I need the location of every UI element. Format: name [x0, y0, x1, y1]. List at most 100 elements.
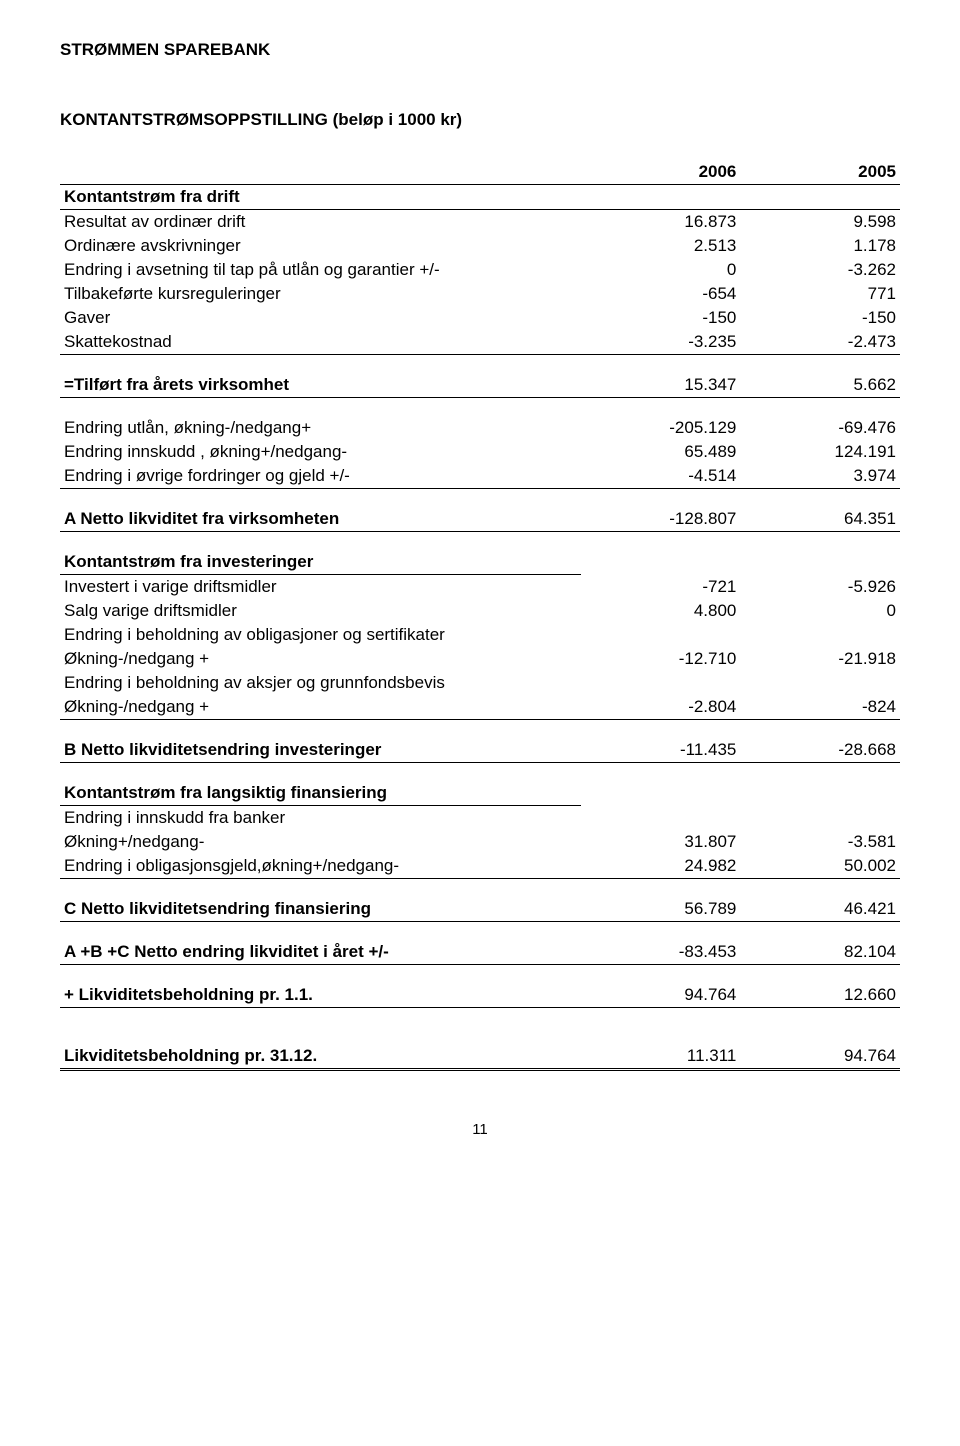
table-row: Skattekostnad-3.235-2.473	[60, 330, 900, 355]
row-val: 15.347	[581, 373, 741, 398]
row-label: Økning-/nedgang +	[60, 695, 581, 720]
row-val: 2.513	[581, 234, 741, 258]
page-number: 11	[60, 1121, 900, 1138]
row-val: -4.514	[581, 464, 741, 489]
row-val: 31.807	[581, 830, 741, 854]
section-label: Kontantstrøm fra drift	[60, 185, 581, 210]
row-val	[740, 806, 900, 831]
report-title: KONTANTSTRØMSOPPSTILLING (beløp i 1000 k…	[60, 110, 900, 130]
row-label: A +B +C Netto endring likviditet i året …	[60, 940, 581, 965]
table-row: Økning-/nedgang +-2.804-824	[60, 695, 900, 720]
row-val: -2.473	[740, 330, 900, 355]
row-label: =Tilført fra årets virksomhet	[60, 373, 581, 398]
section-header-finance: Kontantstrøm fra langsiktig finansiering	[60, 781, 900, 806]
row-val: 16.873	[581, 210, 741, 235]
row-val: -654	[581, 282, 741, 306]
table-row: Økning+/nedgang-31.807-3.581	[60, 830, 900, 854]
row-val: 5.662	[740, 373, 900, 398]
cashflow-table: 2006 2005 Kontantstrøm fra drift Resulta…	[60, 160, 900, 1071]
row-val: -150	[740, 306, 900, 330]
row-val: -128.807	[581, 507, 741, 532]
row-label: Skattekostnad	[60, 330, 581, 355]
table-row: Tilbakeførte kursreguleringer-654771	[60, 282, 900, 306]
row-label: Likviditetsbeholdning pr. 31.12.	[60, 1044, 581, 1070]
row-label: Endring i obligasjonsgjeld,økning+/nedga…	[60, 854, 581, 879]
row-val	[581, 671, 741, 695]
section-label: Kontantstrøm fra investeringer	[60, 550, 581, 575]
row-val: -3.581	[740, 830, 900, 854]
row-val: -3.262	[740, 258, 900, 282]
row-val: 65.489	[581, 440, 741, 464]
row-label: Økning-/nedgang +	[60, 647, 581, 671]
row-val: 94.764	[740, 1044, 900, 1070]
row-label: Tilbakeførte kursreguleringer	[60, 282, 581, 306]
row-val	[740, 671, 900, 695]
row-val: -721	[581, 575, 741, 600]
row-label: Endring i beholdning av obligasjoner og …	[60, 623, 581, 647]
closing-balance-row: Likviditetsbeholdning pr. 31.12.11.31194…	[60, 1044, 900, 1070]
row-val: 4.800	[581, 599, 741, 623]
table-row: Endring i beholdning av aksjer og grunnf…	[60, 671, 900, 695]
row-val: 124.191	[740, 440, 900, 464]
row-val: 0	[740, 599, 900, 623]
row-val: 9.598	[740, 210, 900, 235]
col-year-1: 2006	[581, 160, 741, 185]
row-val	[581, 806, 741, 831]
table-row: Resultat av ordinær drift16.8739.598	[60, 210, 900, 235]
row-val: -21.918	[740, 647, 900, 671]
row-val: 50.002	[740, 854, 900, 879]
table-row: Ordinære avskrivninger2.5131.178	[60, 234, 900, 258]
row-label: Gaver	[60, 306, 581, 330]
row-val: -2.804	[581, 695, 741, 720]
row-val	[740, 623, 900, 647]
col-year-2: 2005	[740, 160, 900, 185]
table-row: Endring i avsetning til tap på utlån og …	[60, 258, 900, 282]
row-label: Endring i øvrige fordringer og gjeld +/-	[60, 464, 581, 489]
row-label: Endring i beholdning av aksjer og grunnf…	[60, 671, 581, 695]
table-row: Endring i obligasjonsgjeld,økning+/nedga…	[60, 854, 900, 879]
table-row: Økning-/nedgang +-12.710-21.918	[60, 647, 900, 671]
row-val: 82.104	[740, 940, 900, 965]
section-label: Kontantstrøm fra langsiktig finansiering	[60, 781, 581, 806]
row-label: Endring innskudd , økning+/nedgang-	[60, 440, 581, 464]
row-val: -28.668	[740, 738, 900, 763]
row-val: -205.129	[581, 416, 741, 440]
subtotal-row: =Tilført fra årets virksomhet15.3475.662	[60, 373, 900, 398]
row-val: -83.453	[581, 940, 741, 965]
row-val: 94.764	[581, 983, 741, 1008]
row-val: -5.926	[740, 575, 900, 600]
year-header-row: 2006 2005	[60, 160, 900, 185]
row-val: -3.235	[581, 330, 741, 355]
table-row: Investert i varige driftsmidler-721-5.92…	[60, 575, 900, 600]
row-val: -11.435	[581, 738, 741, 763]
row-label: Ordinære avskrivninger	[60, 234, 581, 258]
table-row: Endring innskudd , økning+/nedgang-65.48…	[60, 440, 900, 464]
row-label: Salg varige driftsmidler	[60, 599, 581, 623]
opening-balance-row: + Likviditetsbeholdning pr. 1.1.94.76412…	[60, 983, 900, 1008]
row-val: 56.789	[581, 897, 741, 922]
row-label: B Netto likviditetsendring investeringer	[60, 738, 581, 763]
row-label: Endring utlån, økning-/nedgang+	[60, 416, 581, 440]
row-val: 11.311	[581, 1044, 741, 1070]
row-val: 771	[740, 282, 900, 306]
table-row: Gaver-150-150	[60, 306, 900, 330]
row-label: Økning+/nedgang-	[60, 830, 581, 854]
table-row: Endring i øvrige fordringer og gjeld +/-…	[60, 464, 900, 489]
table-row: Endring i innskudd fra banker	[60, 806, 900, 831]
row-val: -12.710	[581, 647, 741, 671]
row-val: 12.660	[740, 983, 900, 1008]
row-val: -824	[740, 695, 900, 720]
row-val: 3.974	[740, 464, 900, 489]
net-change-row: A +B +C Netto endring likviditet i året …	[60, 940, 900, 965]
table-row: Endring i beholdning av obligasjoner og …	[60, 623, 900, 647]
row-label: + Likviditetsbeholdning pr. 1.1.	[60, 983, 581, 1008]
row-val	[581, 623, 741, 647]
row-label: Endring i innskudd fra banker	[60, 806, 581, 831]
total-a-row: A Netto likviditet fra virksomheten-128.…	[60, 507, 900, 532]
row-val: -69.476	[740, 416, 900, 440]
row-label: Resultat av ordinær drift	[60, 210, 581, 235]
row-val: 1.178	[740, 234, 900, 258]
row-label: A Netto likviditet fra virksomheten	[60, 507, 581, 532]
row-val: 64.351	[740, 507, 900, 532]
table-row: Salg varige driftsmidler4.8000	[60, 599, 900, 623]
